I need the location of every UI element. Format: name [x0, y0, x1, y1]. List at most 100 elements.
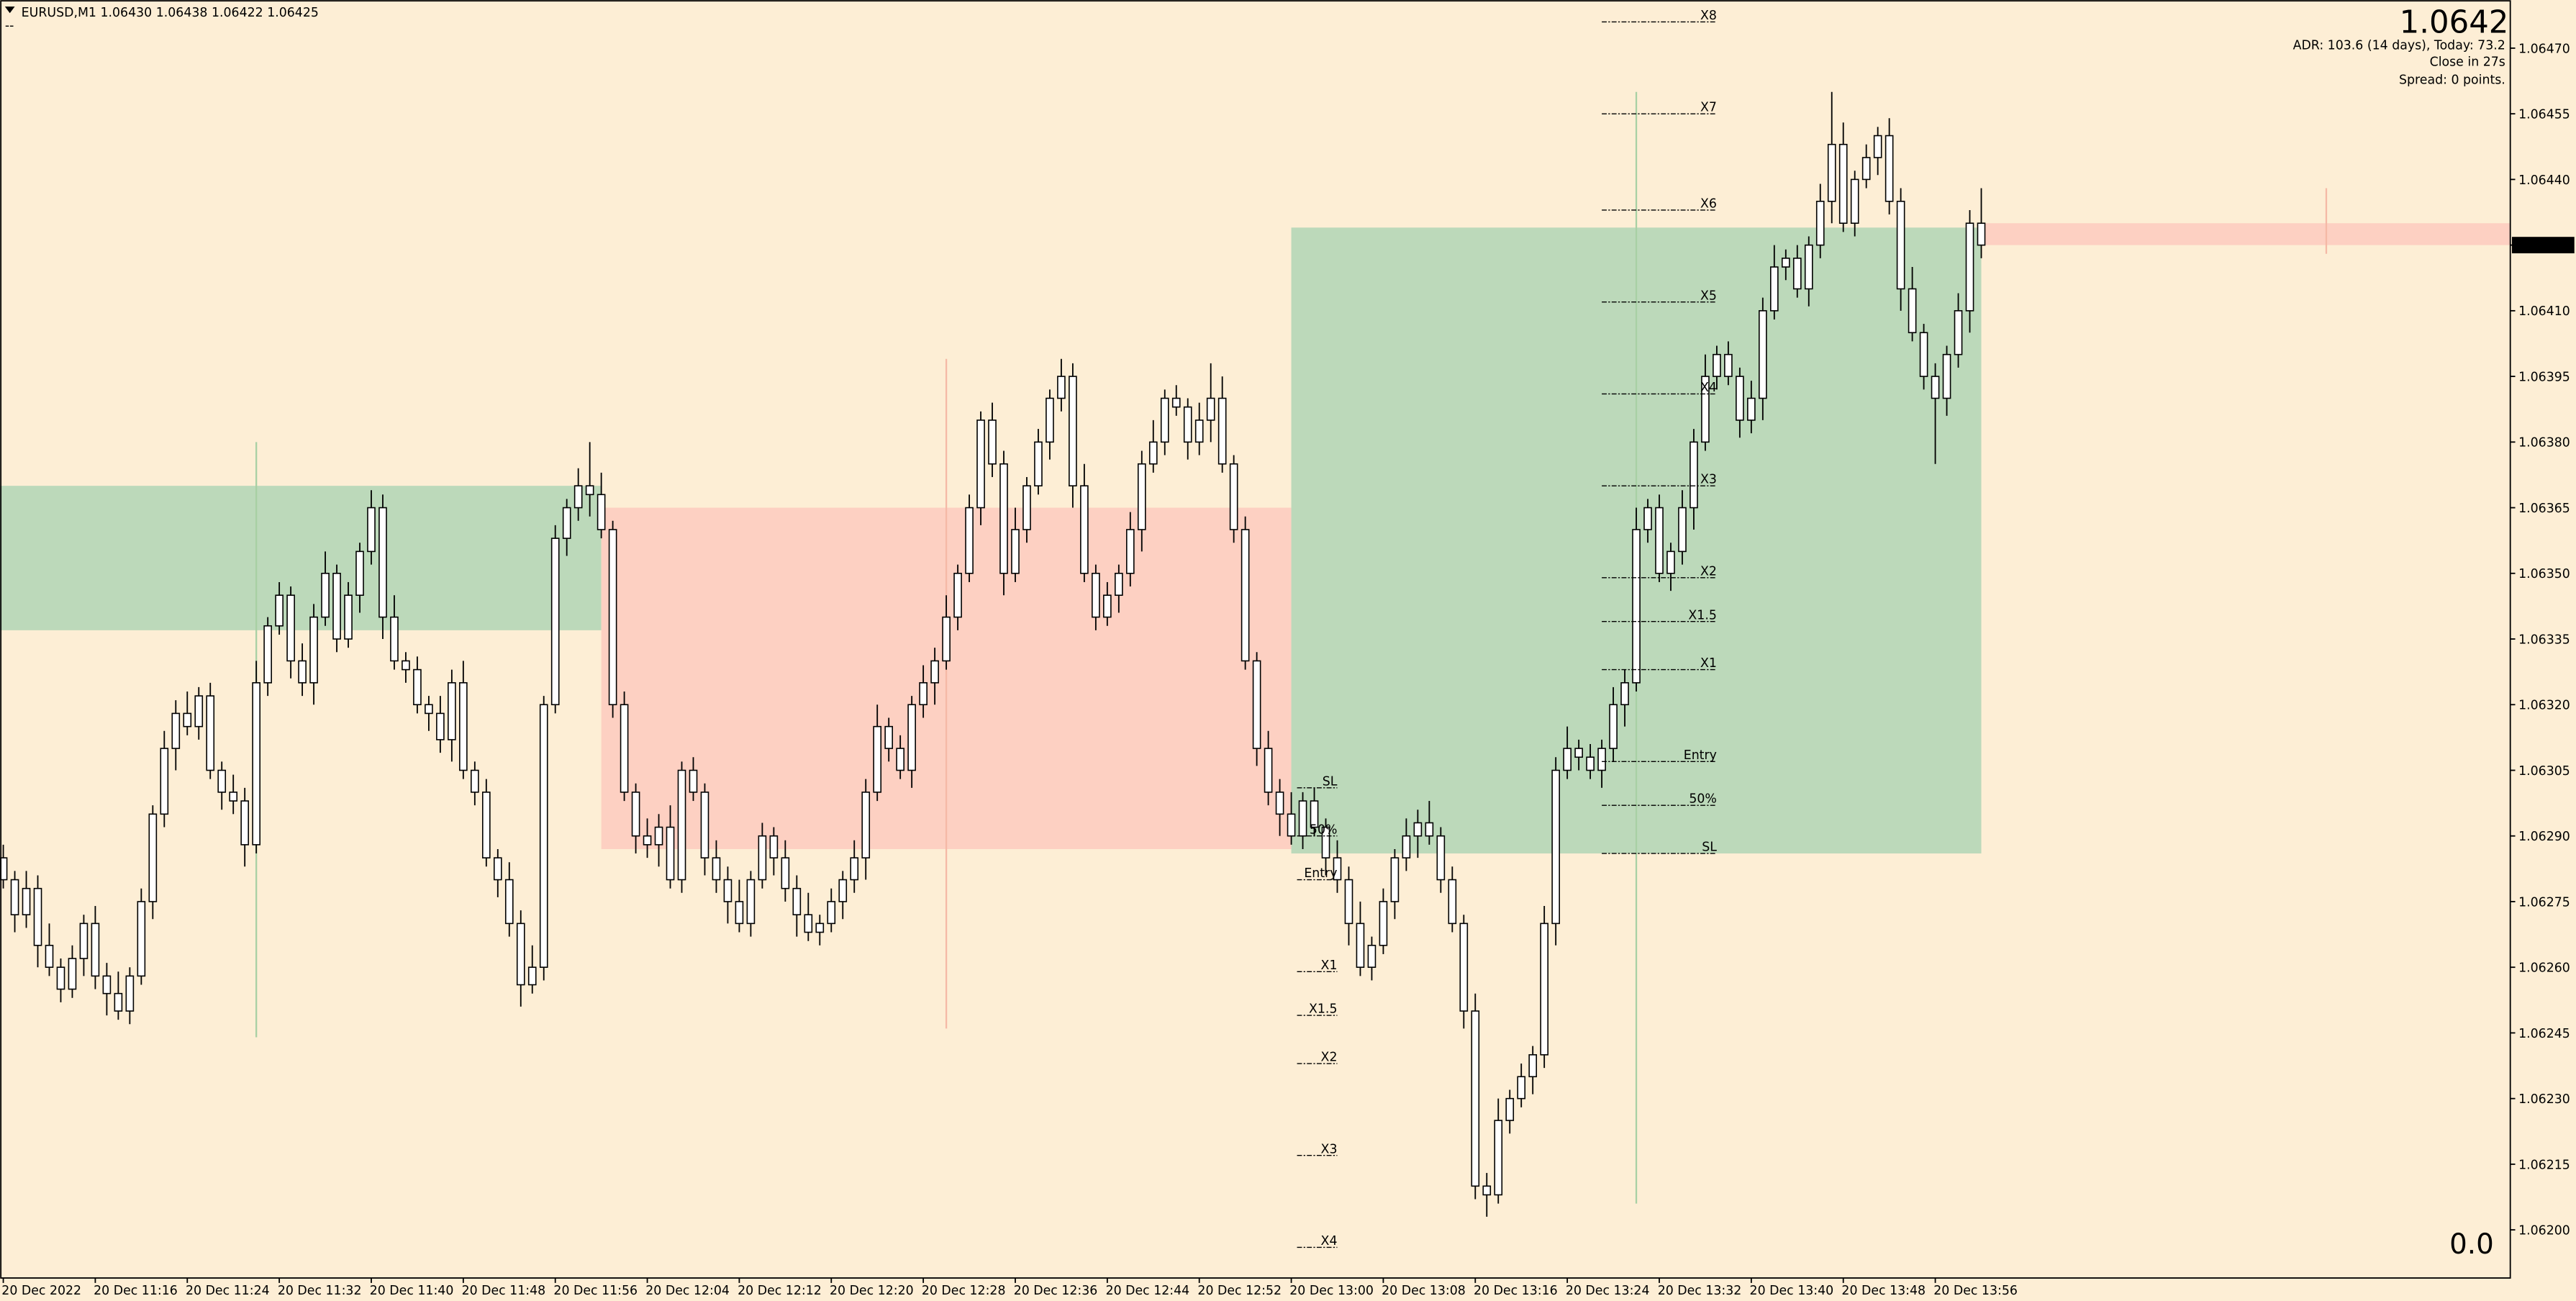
candle-body	[1931, 376, 1940, 399]
candle-body	[1954, 310, 1963, 355]
candle-body	[1919, 332, 1928, 377]
candle-body	[643, 835, 652, 846]
candle-body	[712, 857, 721, 881]
x-tick-label: 20 Dec 13:40	[1750, 1284, 1834, 1298]
x-tick-label: 20 Dec 12:12	[738, 1284, 822, 1298]
candle-body	[56, 966, 65, 990]
candle-body	[597, 494, 606, 530]
candle-body	[1287, 813, 1296, 837]
candle-body	[1804, 244, 1813, 290]
candle-body	[539, 704, 548, 968]
axes: 1.06200 1.06215 1.06230 1.06245 1.06260 1.062…	[1, 42, 2575, 1298]
level-label: Entry	[1684, 748, 1717, 763]
levels: X8 X7 X6 X5 X4 X3 X2 X1.5 X1 Entry 50% SL SL 50% Entry…	[1297, 9, 1717, 1248]
y-tick-label: 1.06230	[2518, 1092, 2570, 1107]
candle-body	[850, 857, 859, 881]
candle-body	[1206, 397, 1215, 421]
candles	[0, 91, 1986, 1217]
candle-body	[919, 682, 928, 706]
candle-body	[1137, 463, 1146, 530]
candle-body	[425, 704, 433, 715]
candle-body	[1241, 529, 1250, 662]
candle-body	[1148, 441, 1158, 465]
level-label: Entry	[1304, 866, 1337, 881]
candle-body	[1908, 288, 1917, 334]
candle-body	[999, 463, 1008, 574]
candle-body	[677, 769, 686, 881]
candle-body	[1528, 1054, 1538, 1078]
candle-body	[148, 813, 158, 902]
candle-body	[1896, 200, 1905, 290]
candle-body	[1160, 397, 1169, 443]
candle-body	[102, 975, 112, 994]
current-price-box	[2511, 237, 2575, 254]
candle-body	[1217, 397, 1227, 465]
info-line: Close in 27s	[2430, 55, 2505, 69]
candle-body	[988, 420, 997, 465]
candle-body	[1310, 800, 1319, 828]
candle-body	[1080, 485, 1089, 574]
candle-body	[1655, 507, 1664, 574]
candle-body	[700, 792, 709, 858]
x-tick-label: 20 Dec 11:48	[462, 1284, 546, 1298]
symbol-header: EURUSD,M1 1.06430 1.06438 1.06422 1.0642…	[22, 6, 319, 20]
y-tick-label: 1.06365	[2518, 502, 2570, 516]
level-label: X1.5	[1688, 608, 1716, 622]
candle-body	[1769, 266, 1779, 312]
candle-body	[194, 695, 204, 727]
candle-body	[1827, 143, 1836, 202]
candle-body	[1436, 835, 1446, 881]
level-label: X2	[1321, 1051, 1338, 1065]
x-tick-label: 20 Dec 12:36	[1014, 1284, 1098, 1298]
candle-body	[1885, 135, 1894, 202]
candle-body	[1609, 704, 1618, 749]
candle-body	[275, 594, 284, 627]
candle-body	[689, 769, 698, 793]
candle-body	[1873, 135, 1882, 158]
trade-zone	[0, 486, 602, 630]
x-tick-label: 20 Dec 11:40	[370, 1284, 454, 1298]
candle-body	[171, 712, 181, 749]
candle-body	[792, 887, 802, 916]
candle-body	[206, 695, 215, 771]
candle-body	[1977, 222, 1986, 246]
y-tick-label: 1.06470	[2518, 42, 2570, 56]
y-tick-label: 1.06395	[2518, 370, 2570, 384]
zones	[0, 91, 2511, 1204]
candle-body	[1942, 353, 1951, 399]
candle-body	[965, 507, 974, 574]
candle-body	[861, 792, 871, 858]
x-tick-label: 20 Dec 11:32	[278, 1284, 362, 1298]
candle-body	[769, 835, 779, 858]
menu-arrow[interactable]	[4, 6, 15, 14]
x-tick-label: 20 Dec 2022	[1, 1284, 81, 1298]
candle-body	[1367, 944, 1377, 968]
x-tick-label: 20 Dec 13:48	[1841, 1284, 1926, 1298]
candle-body	[1194, 420, 1204, 443]
candle-body	[481, 792, 491, 858]
y-tick-label: 1.06260	[2518, 961, 2570, 976]
candle-body	[1815, 200, 1825, 246]
candle-body	[873, 725, 882, 793]
candle-body	[160, 748, 169, 815]
level-label: X1	[1321, 958, 1338, 973]
candle-body	[344, 594, 353, 640]
candle-body	[1494, 1120, 1503, 1196]
level-label: 50%	[1689, 792, 1717, 807]
candle-body	[1632, 529, 1641, 684]
candle-body	[125, 975, 135, 1012]
level-label: SL	[1323, 774, 1338, 789]
candle-body	[1183, 406, 1192, 443]
candle-body	[298, 660, 307, 684]
candle-body	[493, 857, 502, 881]
x-tick-label: 20 Dec 13:32	[1658, 1284, 1742, 1298]
candle-body	[1586, 756, 1595, 771]
x-tick-label: 20 Dec 12:20	[830, 1284, 914, 1298]
candle-body	[413, 668, 422, 706]
candle-body	[1736, 376, 1744, 421]
y-tick-label: 1.06290	[2518, 830, 2570, 844]
y-tick-label: 1.06200	[2518, 1224, 2570, 1238]
level-label: SL	[1702, 840, 1717, 855]
level-label: X2	[1700, 564, 1717, 579]
x-tick-label: 20 Dec 11:56	[553, 1284, 638, 1298]
